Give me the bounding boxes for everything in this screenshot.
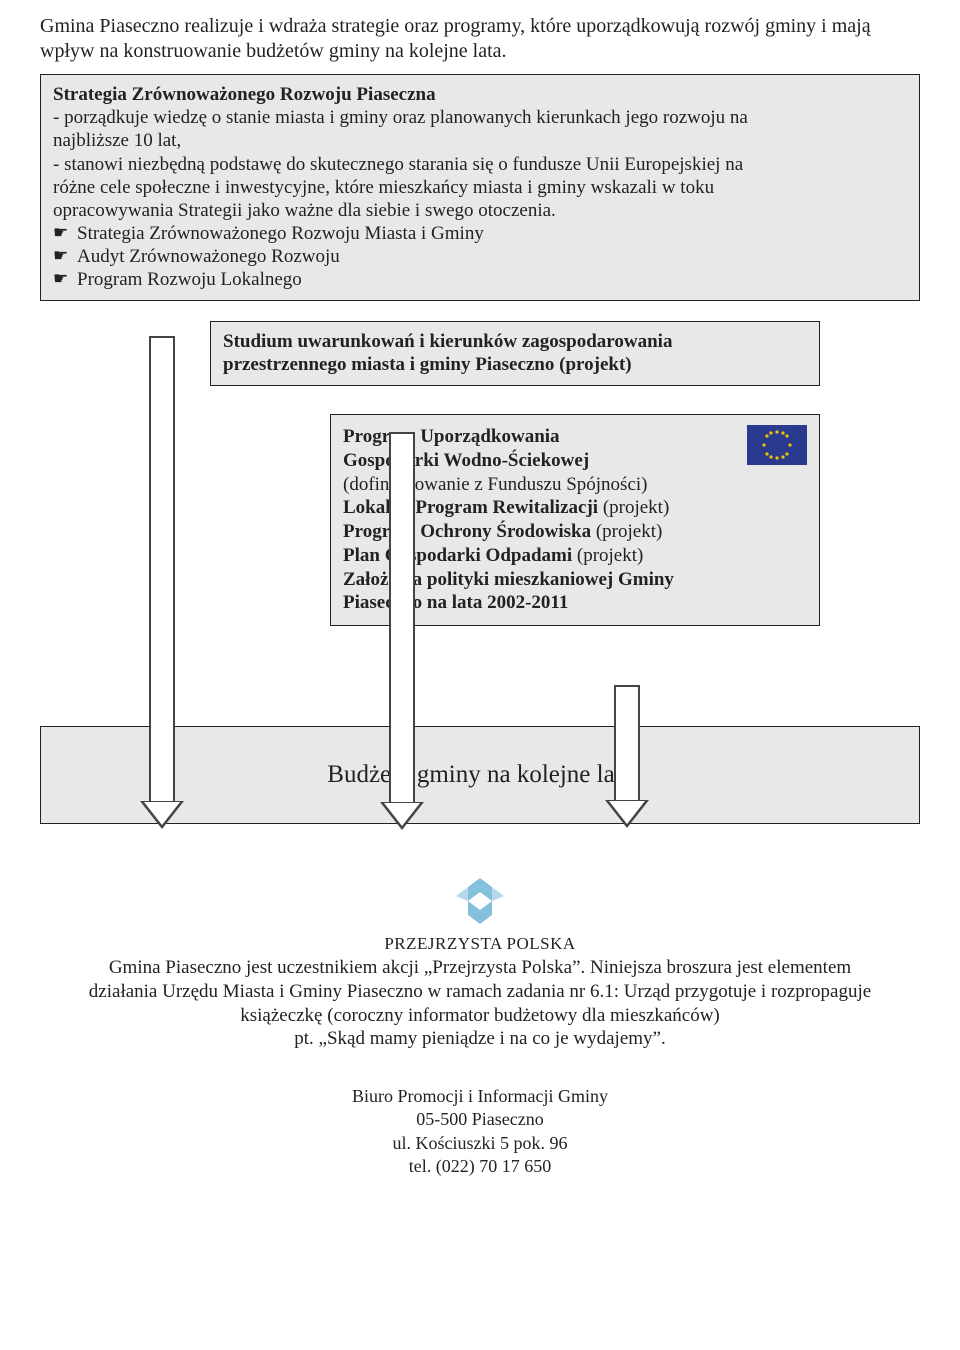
prog-l1: Program Uporządkowania <box>343 426 560 447</box>
hexagon-logo-icon <box>450 874 510 928</box>
intro-paragraph: Gmina Piaseczno realizuje i wdraża strat… <box>40 14 920 64</box>
prog-l6b: Plan Gospodarki Odpadami <box>343 545 572 566</box>
bullet-3: Program Rozwoju Lokalnego <box>77 268 302 291</box>
pp-text-3: książeczkę (coroczny informator budżetow… <box>40 1004 920 1028</box>
prog-l7b: Piaseczno na lata 2002-2011 <box>343 592 568 613</box>
bullet-2: Audyt Zrównoważonego Rozwoju <box>77 245 340 268</box>
footer-l4: tel. (022) 70 17 650 <box>40 1155 920 1178</box>
strategy-para1a: - porządkuje wiedzę o stanie miasta i gm… <box>53 106 907 129</box>
footer-l1: Biuro Promocji i Informacji Gminy <box>40 1085 920 1108</box>
bullet-1: Strategia Zrównoważonego Rozwoju Miasta … <box>77 222 484 245</box>
strategy-para2c: opracowywania Strategii jako ważne dla s… <box>53 199 907 222</box>
eu-flag-icon <box>747 425 807 465</box>
pointer-icon: ☛ <box>53 268 77 291</box>
strategy-para2b: różne cele społeczne i inwestycyjne, któ… <box>53 176 907 199</box>
studium-box: Studium uwarunkowań i kierunków zagospod… <box>210 321 820 387</box>
footer-l2: 05-500 Piaseczno <box>40 1108 920 1131</box>
footer-contact: Biuro Promocji i Informacji Gminy 05-500… <box>40 1085 920 1179</box>
strategy-para2a: - stanowi niezbędną podstawę do skuteczn… <box>53 153 907 176</box>
studium-line1: Studium uwarunkowań i kierunków zagospod… <box>223 330 807 354</box>
arrow-icon <box>140 336 184 829</box>
footer-l3: ul. Kościuszki 5 pok. 96 <box>40 1132 920 1155</box>
prog-l6: (projekt) <box>572 545 643 566</box>
pointer-icon: ☛ <box>53 245 77 268</box>
pp-text-2: działania Urzędu Miasta i Gminy Piaseczn… <box>40 980 920 1004</box>
strategy-box: Strategia Zrównoważonego Rozwoju Piasecz… <box>40 74 920 301</box>
pointer-icon: ☛ <box>53 222 77 245</box>
pp-title: PRZEJRZYSTA POLSKA <box>40 934 920 954</box>
arrow-icon <box>605 685 649 828</box>
pp-text-4: pt. „Skąd mamy pieniądze i na co je wyda… <box>40 1027 920 1051</box>
pp-text-1: Gmina Piaseczno jest uczestnikiem akcji … <box>40 956 920 980</box>
strategy-para1b: najbliższe 10 lat, <box>53 129 907 152</box>
studium-line2: przestrzennego miasta i gminy Piaseczno … <box>223 353 807 377</box>
prog-l5: (projekt) <box>591 521 662 542</box>
strategy-title: Strategia Zrównoważonego Rozwoju Piasecz… <box>53 83 907 106</box>
prog-l4: (projekt) <box>598 497 669 518</box>
arrow-icon <box>380 432 424 830</box>
